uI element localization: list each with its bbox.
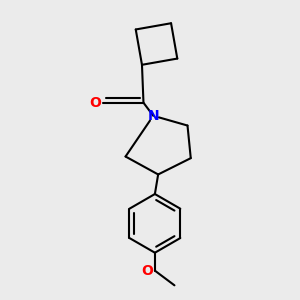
Text: O: O	[141, 264, 153, 278]
Text: O: O	[90, 96, 101, 110]
Text: N: N	[147, 109, 159, 123]
